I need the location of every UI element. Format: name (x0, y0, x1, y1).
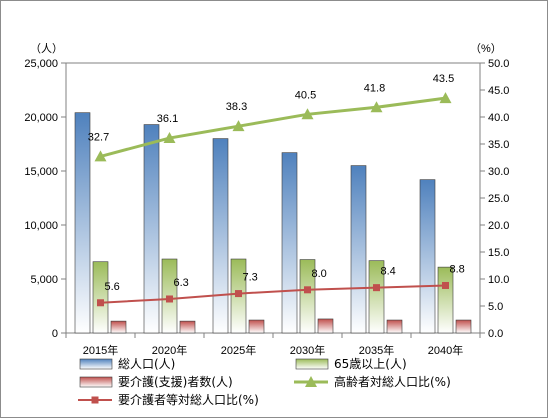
point-care-ratio (373, 284, 380, 292)
legend-marker (305, 376, 317, 387)
bar-total-population (419, 179, 436, 334)
data-label-care-ratio: 8.4 (381, 266, 396, 278)
legend-marker (91, 396, 99, 404)
point-elderly-ratio (94, 150, 107, 162)
x-tick-label: 2025年 (221, 343, 256, 357)
bar-age65-plus (92, 261, 109, 334)
legend-item: 65歳以上(人) (295, 357, 407, 371)
bar-care-needed (110, 320, 127, 334)
y-right-tick-label: 20.0 (488, 220, 509, 232)
bar-total-population (74, 112, 91, 334)
y-right-tick-label: 5.0 (488, 301, 503, 313)
legend-swatch (79, 376, 113, 388)
y-left-tick-label: 20,000 (24, 112, 58, 124)
legend-swatch (295, 358, 329, 370)
data-label-elderly-ratio: 41.8 (364, 82, 385, 94)
y-right-tick-label: 50.0 (488, 58, 509, 70)
point-elderly-ratio (232, 120, 245, 132)
data-label-elderly-ratio: 40.5 (295, 89, 316, 101)
data-label-elderly-ratio: 36.1 (157, 113, 178, 125)
legend-label: 高齢者対総人口比(%) (334, 374, 451, 389)
line-elderly-ratio (100, 96, 446, 158)
legend-label: 要介護(支援)者数(人) (118, 374, 233, 389)
y-right-tick-label: 15.0 (488, 247, 509, 259)
bar-total-population (281, 152, 298, 334)
data-label-elderly-ratio: 38.3 (226, 101, 247, 113)
bar-care-needed (179, 320, 196, 334)
bar-care-needed (248, 319, 265, 334)
point-elderly-ratio (439, 92, 452, 104)
y-right-unit-label: （%） (470, 42, 502, 55)
point-care-ratio (166, 295, 173, 303)
point-care-ratio (442, 281, 449, 289)
data-label-care-ratio: 5.6 (105, 281, 120, 293)
y-right-tick-label: 35.0 (488, 139, 509, 151)
point-care-ratio (97, 299, 104, 307)
y-right-tick-label: 10.0 (488, 274, 509, 286)
x-tick-label: 2030年 (290, 343, 325, 357)
y-right-tick-label: 25.0 (488, 193, 509, 205)
y-left-tick-label: 0 (52, 328, 58, 340)
bar-age65-plus (368, 260, 385, 334)
bar-care-needed (455, 319, 472, 334)
x-tick-label: 2035年 (359, 343, 394, 357)
legend-item: 要介護者等対総人口比(%) (78, 392, 259, 407)
y-left-unit-label: （人） (30, 42, 63, 55)
bar-age65-plus (299, 259, 316, 334)
data-label-elderly-ratio: 32.7 (88, 131, 109, 143)
legend-label: 65歳以上(人) (334, 357, 407, 371)
bar-total-population (350, 165, 367, 334)
bar-total-population (143, 124, 160, 334)
data-label-care-ratio: 6.3 (174, 277, 189, 289)
y-left-tick-label: 5,000 (30, 274, 58, 286)
y-left-tick-label: 15,000 (24, 166, 58, 178)
data-label-care-ratio: 8.8 (450, 263, 465, 275)
point-elderly-ratio (163, 132, 176, 144)
legend-item: 高齢者対総人口比(%) (294, 374, 451, 389)
data-label-care-ratio: 8.0 (312, 268, 327, 280)
y-left-tick-label: 25,000 (24, 58, 58, 70)
bar-age65-plus (437, 266, 454, 334)
data-label-elderly-ratio: 43.5 (433, 73, 454, 85)
y-right-tick-label: 30.0 (488, 166, 509, 178)
legend-label: 要介護者等対総人口比(%) (118, 392, 259, 407)
y-left-tick-label: 10,000 (24, 220, 58, 232)
bar-total-population (212, 138, 229, 334)
point-elderly-ratio (301, 108, 314, 120)
y-right-tick-label: 0.0 (488, 328, 503, 340)
x-tick-label: 2020年 (152, 343, 187, 357)
legend-swatch (79, 358, 113, 370)
point-care-ratio (304, 286, 311, 294)
y-right-tick-label: 45.0 (488, 85, 509, 97)
y-right-tick-label: 40.0 (488, 112, 509, 124)
legend-item: 要介護(支援)者数(人) (79, 374, 233, 389)
x-tick-label: 2040年 (428, 343, 463, 357)
bar-care-needed (317, 318, 334, 334)
data-label-care-ratio: 7.3 (243, 272, 258, 284)
x-tick-label: 2015年 (83, 343, 118, 357)
line-care-ratio (100, 284, 446, 304)
legend-label: 総人口(人) (118, 357, 175, 371)
legend-item: 総人口(人) (79, 357, 175, 371)
point-elderly-ratio (370, 101, 383, 113)
bar-care-needed (386, 319, 403, 334)
point-care-ratio (235, 290, 242, 298)
